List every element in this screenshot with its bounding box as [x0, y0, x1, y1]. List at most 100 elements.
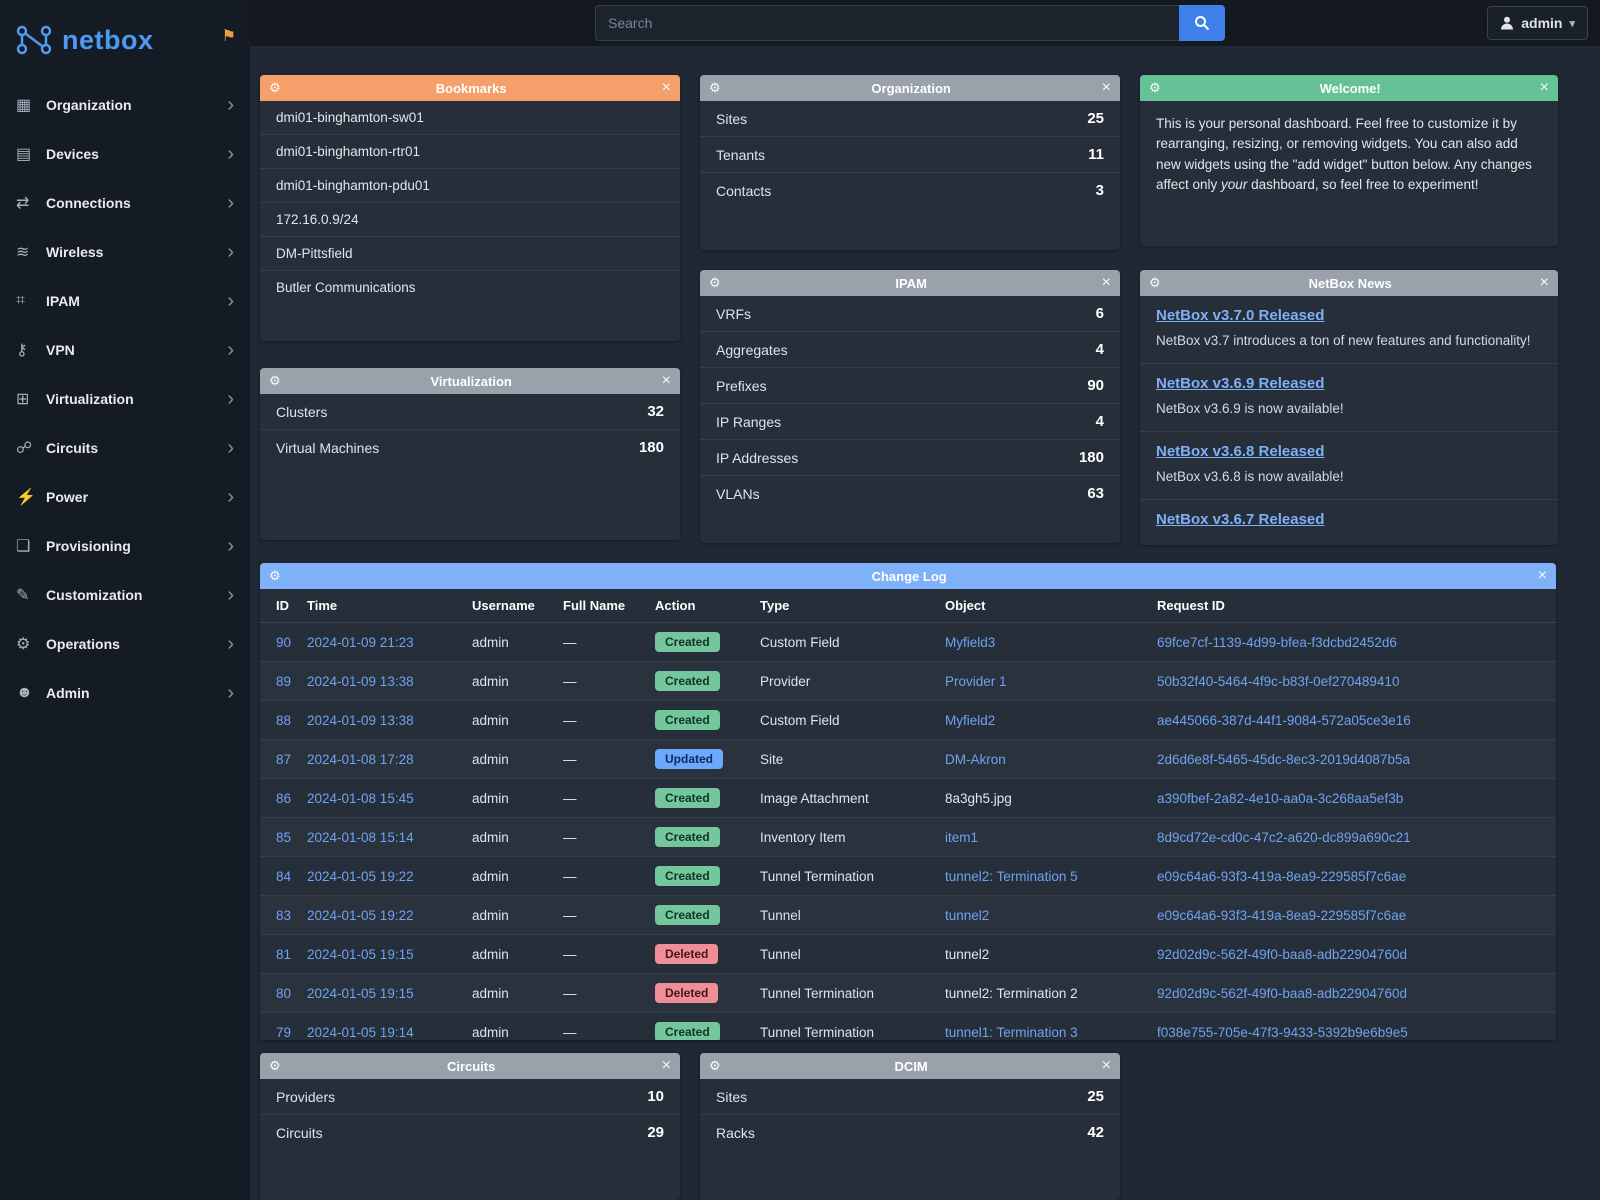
changelog-time-link[interactable]: 2024-01-08 17:28 [307, 751, 414, 767]
changelog-time-link[interactable]: 2024-01-08 15:45 [307, 790, 414, 806]
sidebar-item-circuits[interactable]: ☍ Circuits › [0, 423, 250, 472]
sidebar-item-operations[interactable]: ⚙ Operations › [0, 619, 250, 668]
changelog-time-link[interactable]: 2024-01-08 15:14 [307, 829, 414, 845]
changelog-id-link[interactable]: 87 [276, 751, 292, 767]
changelog-request-id-link[interactable]: 2d6d6e8f-5465-45dc-8ec3-2019d4087b5a [1157, 751, 1410, 767]
stat-row-vlans[interactable]: VLANs 63 [700, 476, 1120, 511]
changelog-object-link[interactable]: DM-Akron [945, 751, 1006, 767]
changelog-object-link[interactable]: tunnel1: Termination 3 [945, 1024, 1078, 1040]
changelog-time-link[interactable]: 2024-01-09 13:38 [307, 712, 414, 728]
changelog-object-link[interactable]: 8a3gh5.jpg [945, 790, 1012, 806]
changelog-request-id-link[interactable]: e09c64a6-93f3-419a-8ea9-229585f7c6ae [1157, 907, 1407, 923]
changelog-request-id-link[interactable]: a390fbef-2a82-4e10-aa0a-3c268aa5ef3b [1157, 790, 1404, 806]
sidebar-item-devices[interactable]: ▤ Devices › [0, 129, 250, 178]
changelog-id-link[interactable]: 83 [276, 907, 292, 923]
changelog-request-id-link[interactable]: ae445066-387d-44f1-9084-572a05ce3e16 [1157, 712, 1411, 728]
stat-row-tenants[interactable]: Tenants 11 [700, 137, 1120, 173]
changelog-request-id-link[interactable]: 92d02d9c-562f-49f0-baa8-adb22904760d [1157, 985, 1407, 1001]
changelog-id-link[interactable]: 81 [276, 946, 292, 962]
bookmark-item[interactable]: dmi01-binghamton-pdu01 [260, 169, 680, 203]
changelog-id-link[interactable]: 79 [276, 1024, 292, 1040]
changelog-request-id-link[interactable]: 92d02d9c-562f-49f0-baa8-adb22904760d [1157, 946, 1407, 962]
changelog-id-link[interactable]: 85 [276, 829, 292, 845]
stat-row-ip-addresses[interactable]: IP Addresses 180 [700, 440, 1120, 476]
changelog-object-link[interactable]: tunnel2 [945, 946, 990, 962]
sidebar-item-virtualization[interactable]: ⊞ Virtualization › [0, 374, 250, 423]
sidebar-item-provisioning[interactable]: ❏ Provisioning › [0, 521, 250, 570]
stat-row-sites[interactable]: Sites 25 [700, 1079, 1120, 1115]
changelog-id-link[interactable]: 80 [276, 985, 292, 1001]
changelog-time-link[interactable]: 2024-01-05 19:15 [307, 985, 414, 1001]
bookmark-item[interactable]: dmi01-binghamton-sw01 [260, 101, 680, 135]
widget-close-icon[interactable]: × [661, 1057, 671, 1074]
bookmark-item[interactable]: DM-Pittsfield [260, 237, 680, 271]
widget-config-gear-icon[interactable]: ⚙ [269, 1058, 281, 1073]
widget-close-icon[interactable]: × [1539, 79, 1549, 96]
stat-row-vrfs[interactable]: VRFs 6 [700, 296, 1120, 332]
news-link[interactable]: NetBox v3.6.8 Released [1156, 442, 1325, 460]
stat-row-ip-ranges[interactable]: IP Ranges 4 [700, 404, 1120, 440]
widget-close-icon[interactable]: × [661, 79, 671, 96]
stat-row-sites[interactable]: Sites 25 [700, 101, 1120, 137]
changelog-object-link[interactable]: Provider 1 [945, 673, 1007, 689]
stat-row-providers[interactable]: Providers 10 [260, 1079, 680, 1115]
changelog-time-link[interactable]: 2024-01-09 21:23 [307, 634, 414, 650]
sidebar-item-connections[interactable]: ⇄ Connections › [0, 178, 250, 227]
widget-close-icon[interactable]: × [1101, 1057, 1111, 1074]
widget-config-gear-icon[interactable]: ⚙ [1149, 275, 1161, 290]
sidebar-item-customization[interactable]: ✎ Customization › [0, 570, 250, 619]
changelog-request-id-link[interactable]: 8d9cd72e-cd0c-47c2-a620-dc899a690c21 [1157, 829, 1411, 845]
stat-row-virtual-machines[interactable]: Virtual Machines 180 [260, 430, 680, 465]
widget-config-gear-icon[interactable]: ⚙ [269, 80, 281, 95]
changelog-time-link[interactable]: 2024-01-05 19:22 [307, 868, 414, 884]
changelog-request-id-link[interactable]: f038e755-705e-47f3-9433-5392b9e6b9e5 [1157, 1024, 1408, 1040]
widget-close-icon[interactable]: × [1101, 274, 1111, 291]
widget-close-icon[interactable]: × [1537, 567, 1547, 584]
widget-config-gear-icon[interactable]: ⚙ [1149, 80, 1161, 95]
changelog-id-link[interactable]: 86 [276, 790, 292, 806]
changelog-request-id-link[interactable]: 69fce7cf-1139-4d99-bfea-f3dcbd2452d6 [1157, 634, 1397, 650]
stat-row-contacts[interactable]: Contacts 3 [700, 173, 1120, 208]
sidebar-item-vpn[interactable]: ⚷ VPN › [0, 325, 250, 374]
widget-config-gear-icon[interactable]: ⚙ [269, 568, 281, 583]
widget-config-gear-icon[interactable]: ⚙ [709, 1058, 721, 1073]
changelog-time-link[interactable]: 2024-01-09 13:38 [307, 673, 414, 689]
stat-row-aggregates[interactable]: Aggregates 4 [700, 332, 1120, 368]
sidebar-item-ipam[interactable]: ⌗ IPAM › [0, 276, 250, 325]
changelog-id-link[interactable]: 84 [276, 868, 292, 884]
bookmark-item[interactable]: dmi01-binghamton-rtr01 [260, 135, 680, 169]
changelog-id-link[interactable]: 88 [276, 712, 292, 728]
changelog-time-link[interactable]: 2024-01-05 19:15 [307, 946, 414, 962]
sidebar-item-power[interactable]: ⚡ Power › [0, 472, 250, 521]
sidebar-pin-icon[interactable]: ⚑ [221, 28, 236, 45]
news-link[interactable]: NetBox v3.7.0 Released [1156, 307, 1325, 324]
widget-config-gear-icon[interactable]: ⚙ [709, 275, 721, 290]
changelog-time-link[interactable]: 2024-01-05 19:22 [307, 907, 414, 923]
news-link[interactable]: NetBox v3.6.9 Released [1156, 374, 1325, 392]
stat-row-racks[interactable]: Racks 42 [700, 1115, 1120, 1150]
changelog-id-link[interactable]: 90 [276, 634, 292, 650]
netbox-logo[interactable]: netbox ⚑ [0, 0, 250, 80]
changelog-object-link[interactable]: tunnel2 [945, 907, 990, 923]
changelog-id-link[interactable]: 89 [276, 673, 292, 689]
widget-close-icon[interactable]: × [1539, 274, 1549, 291]
changelog-object-link[interactable]: tunnel2: Termination 5 [945, 868, 1078, 884]
widget-config-gear-icon[interactable]: ⚙ [709, 80, 721, 95]
bookmark-item[interactable]: Butler Communications [276, 280, 416, 295]
widget-close-icon[interactable]: × [1101, 79, 1111, 96]
changelog-object-link[interactable]: Myfield3 [945, 634, 996, 650]
changelog-request-id-link[interactable]: e09c64a6-93f3-419a-8ea9-229585f7c6ae [1157, 868, 1407, 884]
changelog-object-link[interactable]: tunnel2: Termination 2 [945, 985, 1078, 1001]
search-button[interactable] [1179, 5, 1225, 41]
user-menu-button[interactable]: admin ▾ [1487, 6, 1588, 40]
changelog-time-link[interactable]: 2024-01-05 19:14 [307, 1024, 414, 1040]
sidebar-item-organization[interactable]: ▦ Organization › [0, 80, 250, 129]
changelog-request-id-link[interactable]: 50b32f40-5464-4f9c-b83f-0ef270489410 [1157, 673, 1400, 689]
news-link[interactable]: NetBox v3.6.7 Released [1156, 510, 1325, 528]
stat-row-clusters[interactable]: Clusters 32 [260, 394, 680, 430]
stat-row-circuits[interactable]: Circuits 29 [260, 1115, 680, 1150]
sidebar-item-admin[interactable]: ☻ Admin › [0, 668, 250, 717]
changelog-object-link[interactable]: item1 [945, 829, 979, 845]
widget-config-gear-icon[interactable]: ⚙ [269, 373, 281, 388]
stat-row-prefixes[interactable]: Prefixes 90 [700, 368, 1120, 404]
